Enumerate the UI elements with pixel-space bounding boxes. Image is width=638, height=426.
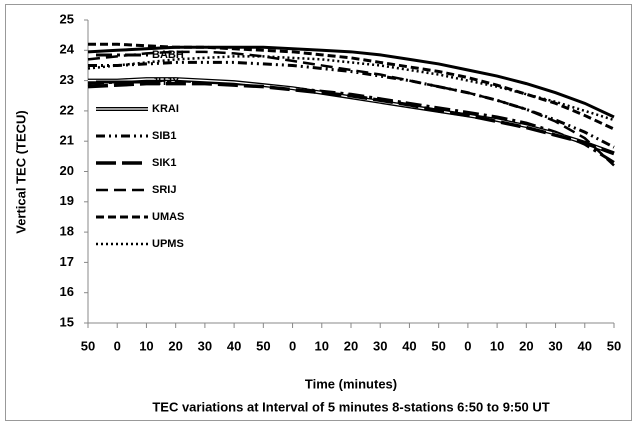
legend-label: BABH — [152, 49, 184, 61]
legend-label: KRAI — [152, 103, 179, 115]
y-tick-label: 24 — [60, 42, 75, 57]
series-line — [88, 42, 615, 131]
y-tick-label: 16 — [60, 284, 74, 299]
series-line — [87, 81, 615, 155]
x-tick-label: 0 — [114, 338, 121, 353]
legend-label: UPMS — [152, 238, 184, 250]
x-tick-label: 10 — [139, 338, 153, 353]
x-tick-label: 20 — [519, 338, 533, 353]
x-tick-label: 20 — [168, 338, 182, 353]
y-tick-label: 15 — [60, 314, 74, 329]
legend-label: SRIJ — [152, 184, 176, 196]
x-tick-label: 10 — [490, 338, 504, 353]
x-tick-label: 30 — [198, 338, 212, 353]
x-tick-label: 0 — [289, 338, 296, 353]
y-tick-label: 18 — [60, 224, 74, 239]
x-tick-label: 30 — [373, 338, 387, 353]
series-line — [88, 60, 615, 149]
y-tick-label: 20 — [60, 163, 74, 178]
x-tick-label: 40 — [402, 338, 416, 353]
x-tick-label: 20 — [344, 338, 358, 353]
legend-label: SIK1 — [152, 157, 176, 169]
chart-border — [5, 4, 632, 421]
legend-label: JHJY — [152, 76, 180, 88]
y-tick-label: 21 — [60, 133, 74, 148]
x-tick-label: 0 — [464, 338, 471, 353]
x-tick-label: 40 — [227, 338, 241, 353]
y-axis-title: Vertical TEC (TECU) — [13, 110, 28, 234]
legend-label: UMAS — [152, 211, 184, 223]
y-tick-label: 22 — [60, 102, 74, 117]
x-tick-label: 50 — [431, 338, 445, 353]
y-tick-label: 23 — [60, 72, 74, 87]
caption: TEC variations at Interval of 5 minutes … — [152, 399, 549, 414]
x-tick-label: 30 — [548, 338, 562, 353]
y-tick-label: 25 — [60, 11, 74, 26]
x-axis-title: Time (minutes) — [305, 376, 397, 391]
x-tick-label: 40 — [578, 338, 592, 353]
x-tick-label: 50 — [607, 338, 621, 353]
x-tick-label: 50 — [256, 338, 270, 353]
y-tick-label: 19 — [60, 193, 74, 208]
y-tick-label: 17 — [60, 254, 74, 269]
legend-label: SIB1 — [152, 130, 176, 142]
x-tick-label: 10 — [315, 338, 329, 353]
x-tick-label: 50 — [81, 338, 95, 353]
